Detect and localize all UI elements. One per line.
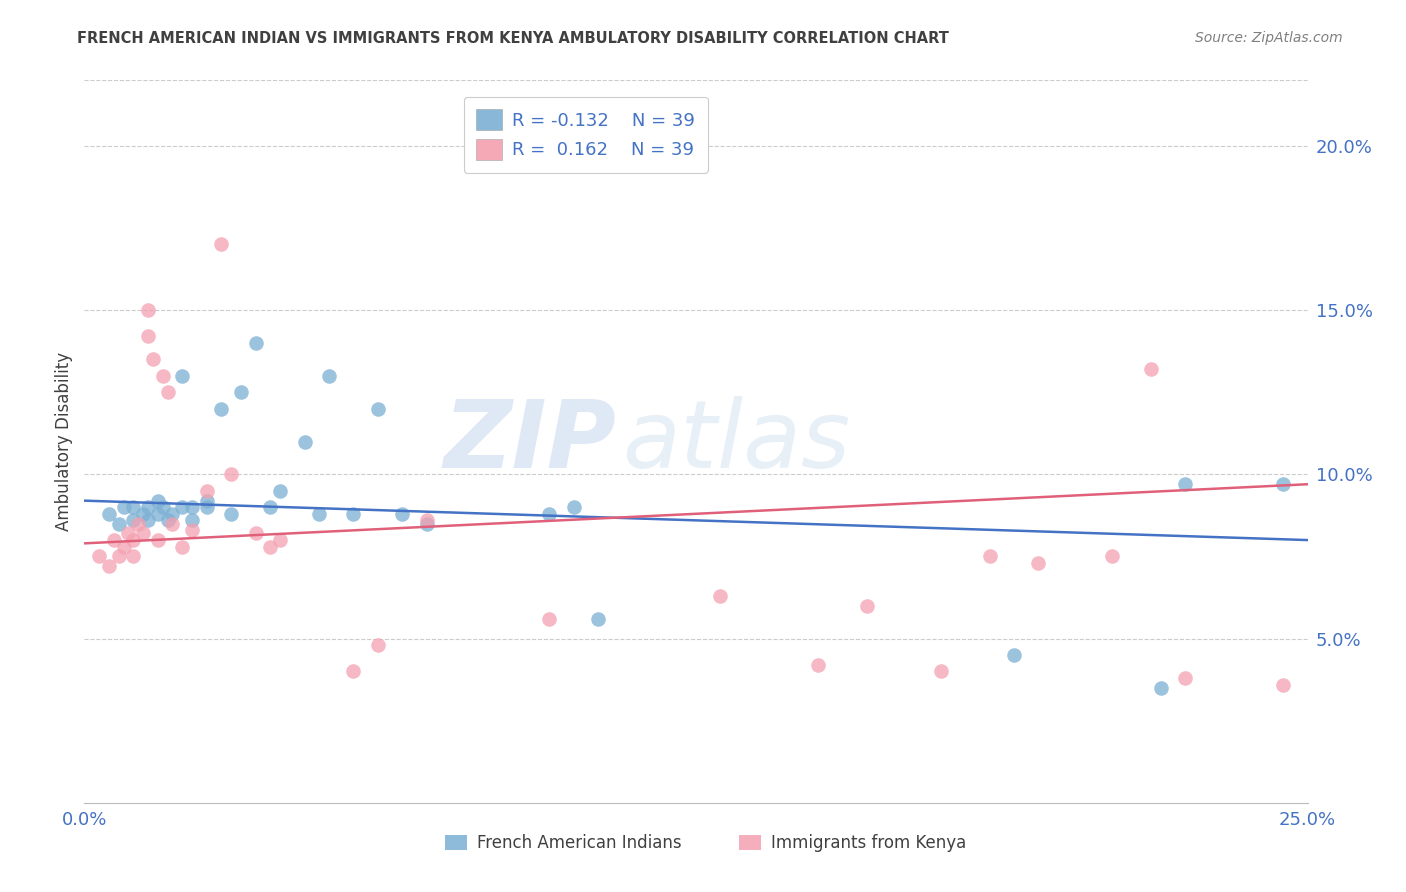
Point bbox=[136, 329, 159, 343]
Point bbox=[117, 526, 139, 541]
Bar bbox=[738, 835, 761, 850]
Point bbox=[308, 507, 330, 521]
Point bbox=[269, 483, 291, 498]
Point bbox=[122, 549, 145, 564]
Point bbox=[1028, 556, 1050, 570]
Point bbox=[416, 516, 439, 531]
Text: FRENCH AMERICAN INDIAN VS IMMIGRANTS FROM KENYA AMBULATORY DISABILITY CORRELATIO: FRENCH AMERICAN INDIAN VS IMMIGRANTS FRO… bbox=[77, 31, 949, 46]
Point bbox=[1101, 549, 1123, 564]
Point bbox=[172, 500, 194, 515]
Point bbox=[103, 533, 125, 547]
Point bbox=[586, 612, 609, 626]
Point bbox=[538, 612, 561, 626]
Point bbox=[294, 434, 316, 449]
Point bbox=[136, 303, 159, 318]
Point bbox=[132, 526, 155, 541]
Point bbox=[219, 507, 242, 521]
Point bbox=[107, 516, 129, 531]
Text: French American Indians: French American Indians bbox=[477, 834, 682, 852]
Text: Immigrants from Kenya: Immigrants from Kenya bbox=[770, 834, 966, 852]
Point bbox=[245, 526, 267, 541]
Point bbox=[146, 533, 169, 547]
Point bbox=[1272, 477, 1295, 491]
Point bbox=[156, 513, 179, 527]
Point bbox=[318, 368, 340, 383]
Point bbox=[709, 589, 731, 603]
Text: atlas: atlas bbox=[623, 396, 851, 487]
Point bbox=[136, 500, 159, 515]
Point bbox=[112, 500, 135, 515]
Point bbox=[181, 513, 204, 527]
Legend: R = -0.132    N = 39, R =  0.162    N = 39: R = -0.132 N = 39, R = 0.162 N = 39 bbox=[464, 96, 709, 172]
Point bbox=[416, 513, 439, 527]
Point bbox=[156, 385, 179, 400]
Point bbox=[219, 467, 242, 482]
Point bbox=[1140, 362, 1163, 376]
Point bbox=[122, 500, 145, 515]
Text: ZIP: ZIP bbox=[443, 395, 616, 488]
Point bbox=[929, 665, 952, 679]
Point bbox=[146, 507, 169, 521]
Point bbox=[229, 385, 252, 400]
Point bbox=[136, 513, 159, 527]
Point bbox=[152, 368, 174, 383]
Point bbox=[367, 401, 389, 416]
Point bbox=[259, 540, 281, 554]
Point bbox=[1272, 677, 1295, 691]
Point bbox=[162, 516, 184, 531]
Point bbox=[97, 559, 120, 574]
Point bbox=[259, 500, 281, 515]
Point bbox=[367, 638, 389, 652]
Point bbox=[1150, 681, 1173, 695]
Point bbox=[391, 507, 413, 521]
Text: Source: ZipAtlas.com: Source: ZipAtlas.com bbox=[1195, 31, 1343, 45]
Point bbox=[1002, 648, 1025, 662]
Point bbox=[172, 368, 194, 383]
Point bbox=[112, 540, 135, 554]
Point bbox=[245, 336, 267, 351]
Point bbox=[195, 500, 218, 515]
Point bbox=[209, 401, 232, 416]
Point bbox=[152, 500, 174, 515]
Point bbox=[181, 523, 204, 537]
Bar bbox=[446, 835, 467, 850]
Point bbox=[1174, 477, 1197, 491]
Point bbox=[807, 657, 830, 672]
Point bbox=[122, 533, 145, 547]
Point bbox=[195, 493, 218, 508]
Point bbox=[209, 237, 232, 252]
Point bbox=[562, 500, 585, 515]
Point bbox=[269, 533, 291, 547]
Point bbox=[132, 507, 155, 521]
Point bbox=[342, 665, 364, 679]
Point bbox=[146, 493, 169, 508]
Point bbox=[979, 549, 1001, 564]
Point bbox=[181, 500, 204, 515]
Point bbox=[162, 507, 184, 521]
Point bbox=[342, 507, 364, 521]
Point bbox=[107, 549, 129, 564]
Point bbox=[1174, 671, 1197, 685]
Point bbox=[127, 516, 149, 531]
Point bbox=[87, 549, 110, 564]
Y-axis label: Ambulatory Disability: Ambulatory Disability bbox=[55, 352, 73, 531]
Point bbox=[142, 352, 165, 367]
Point bbox=[97, 507, 120, 521]
Point bbox=[172, 540, 194, 554]
Point bbox=[538, 507, 561, 521]
Point bbox=[195, 483, 218, 498]
Point bbox=[122, 513, 145, 527]
Point bbox=[856, 599, 879, 613]
